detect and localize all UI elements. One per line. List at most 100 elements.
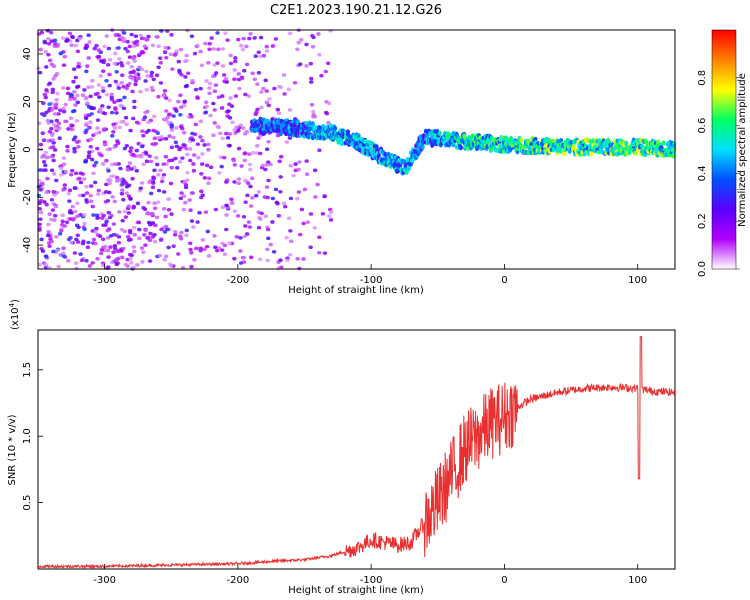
heatmap-cell: [119, 35, 125, 40]
heatmap-cell: [176, 99, 181, 104]
heatmap-cell: [72, 149, 77, 154]
heatmap-cell: [92, 180, 98, 185]
heatmap-cell: [154, 73, 160, 78]
heatmap-cell: [212, 89, 218, 93]
heatmap-cell: [184, 58, 189, 63]
heatmap-cell: [197, 210, 202, 215]
heatmap-cell: [142, 115, 148, 119]
heatmap-cell: [105, 266, 110, 271]
heatmap-cell: [173, 51, 178, 56]
heatmap-cell: [308, 212, 314, 216]
heatmap-cell: [193, 246, 199, 251]
heatmap-cell: [278, 258, 283, 262]
heatmap-cell: [137, 153, 142, 158]
heatmap-cell: [222, 155, 227, 160]
heatmap-cell: [128, 128, 133, 133]
heatmap-cell: [61, 156, 67, 160]
heatmap-cell: [258, 35, 264, 40]
snr-y-multiplier: (x104): [8, 299, 21, 330]
heatmap-cell: [198, 119, 204, 124]
heatmap-cell: [358, 143, 363, 149]
heatmap-cell: [139, 246, 145, 250]
heatmap-cell: [51, 141, 56, 145]
heatmap-cell: [209, 36, 214, 40]
heatmap-cell: [608, 142, 613, 148]
heatmap-cell: [126, 204, 132, 208]
heatmap-cell: [121, 106, 127, 111]
heatmap-cell: [140, 144, 145, 149]
heatmap-cell: [38, 217, 43, 222]
heatmap-cell: [185, 170, 190, 175]
heatmap-cell: [161, 117, 167, 122]
heatmap-cell: [260, 163, 266, 168]
heatmap-cell: [102, 111, 108, 116]
heatmap-cell: [224, 131, 229, 136]
heatmap-cell: [275, 107, 280, 112]
heatmap-cell: [571, 143, 576, 149]
snr-y-ticks: 0.5 1.0 1.5: [22, 362, 43, 511]
heatmap-cell: [82, 227, 87, 232]
heatmap-cell: [147, 154, 152, 158]
heatmap-cell: [195, 142, 201, 147]
heatmap-cell: [238, 236, 243, 240]
heatmap-cell: [278, 175, 283, 179]
heatmap-cell: [74, 261, 79, 265]
heatmap-cell: [309, 76, 314, 81]
heatmap-cell: [151, 77, 156, 82]
heatmap-cell: [164, 109, 169, 113]
heatmap-cell: [114, 69, 119, 74]
heatmap-cell: [227, 241, 232, 245]
heatmap-cell: [119, 61, 124, 65]
heatmap-cell: [46, 36, 51, 41]
heatmap-cell: [116, 46, 121, 50]
heatmap-cell: [266, 236, 271, 241]
heatmap-cell: [287, 31, 293, 36]
heatmap-cell: [182, 143, 187, 148]
heatmap-cell: [236, 72, 241, 76]
heatmap-cell: [112, 246, 118, 251]
heatmap-cell: [144, 69, 149, 74]
heatmap-cell: [82, 221, 87, 226]
heatmap-cell: [109, 95, 114, 100]
colorbar-label: Normalized spectral amplitude: [737, 73, 748, 227]
heatmap-cell: [104, 92, 110, 97]
heatmap-cell: [322, 194, 327, 199]
heatmap-cell: [50, 138, 56, 142]
heatmap-cell: [67, 31, 73, 36]
heatmap-cell: [53, 204, 59, 209]
heatmap-cell: [127, 81, 132, 86]
heatmap-cell: [78, 171, 83, 176]
heatmap-cell: [156, 94, 161, 99]
heatmap-cell: [171, 114, 176, 118]
heatmap-cell: [161, 93, 166, 98]
heatmap-cell: [200, 138, 205, 143]
heatmap-cell: [134, 148, 139, 153]
heatmap-cell: [78, 180, 84, 185]
heatmap-cell: [236, 146, 242, 151]
heatmap-cell: [268, 242, 273, 247]
heatmap-cell: [89, 85, 95, 89]
heatmap-cell: [235, 37, 241, 42]
heatmap-cell: [202, 143, 207, 147]
heatmap-cell: [200, 238, 206, 242]
heatmap-cell: [265, 227, 271, 232]
heatmap-cell: [206, 254, 212, 258]
heatmap-cell: [163, 224, 169, 229]
heatmap-cell: [241, 260, 247, 264]
heatmap-cell: [67, 199, 72, 203]
heatmap-cell: [114, 175, 120, 180]
heatmap-cell: [310, 33, 315, 38]
heatmap-cell: [109, 174, 114, 179]
x-tick-label: -300: [93, 275, 116, 286]
heatmap-cell: [97, 234, 103, 239]
heatmap-cell: [38, 198, 44, 203]
heatmap-cell: [76, 145, 81, 149]
heatmap-cell: [50, 208, 56, 212]
heatmap-cell: [261, 53, 267, 58]
heatmap-cell: [83, 159, 89, 164]
heatmap-cell: [298, 62, 303, 66]
heatmap-cell: [295, 196, 300, 201]
x-tick-label: 0: [501, 275, 507, 286]
heatmap-cell: [206, 181, 211, 185]
heatmap-cell: [151, 175, 156, 180]
